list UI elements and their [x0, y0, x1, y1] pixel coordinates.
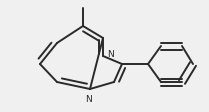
Text: N: N	[107, 50, 114, 59]
Text: N: N	[85, 94, 91, 103]
